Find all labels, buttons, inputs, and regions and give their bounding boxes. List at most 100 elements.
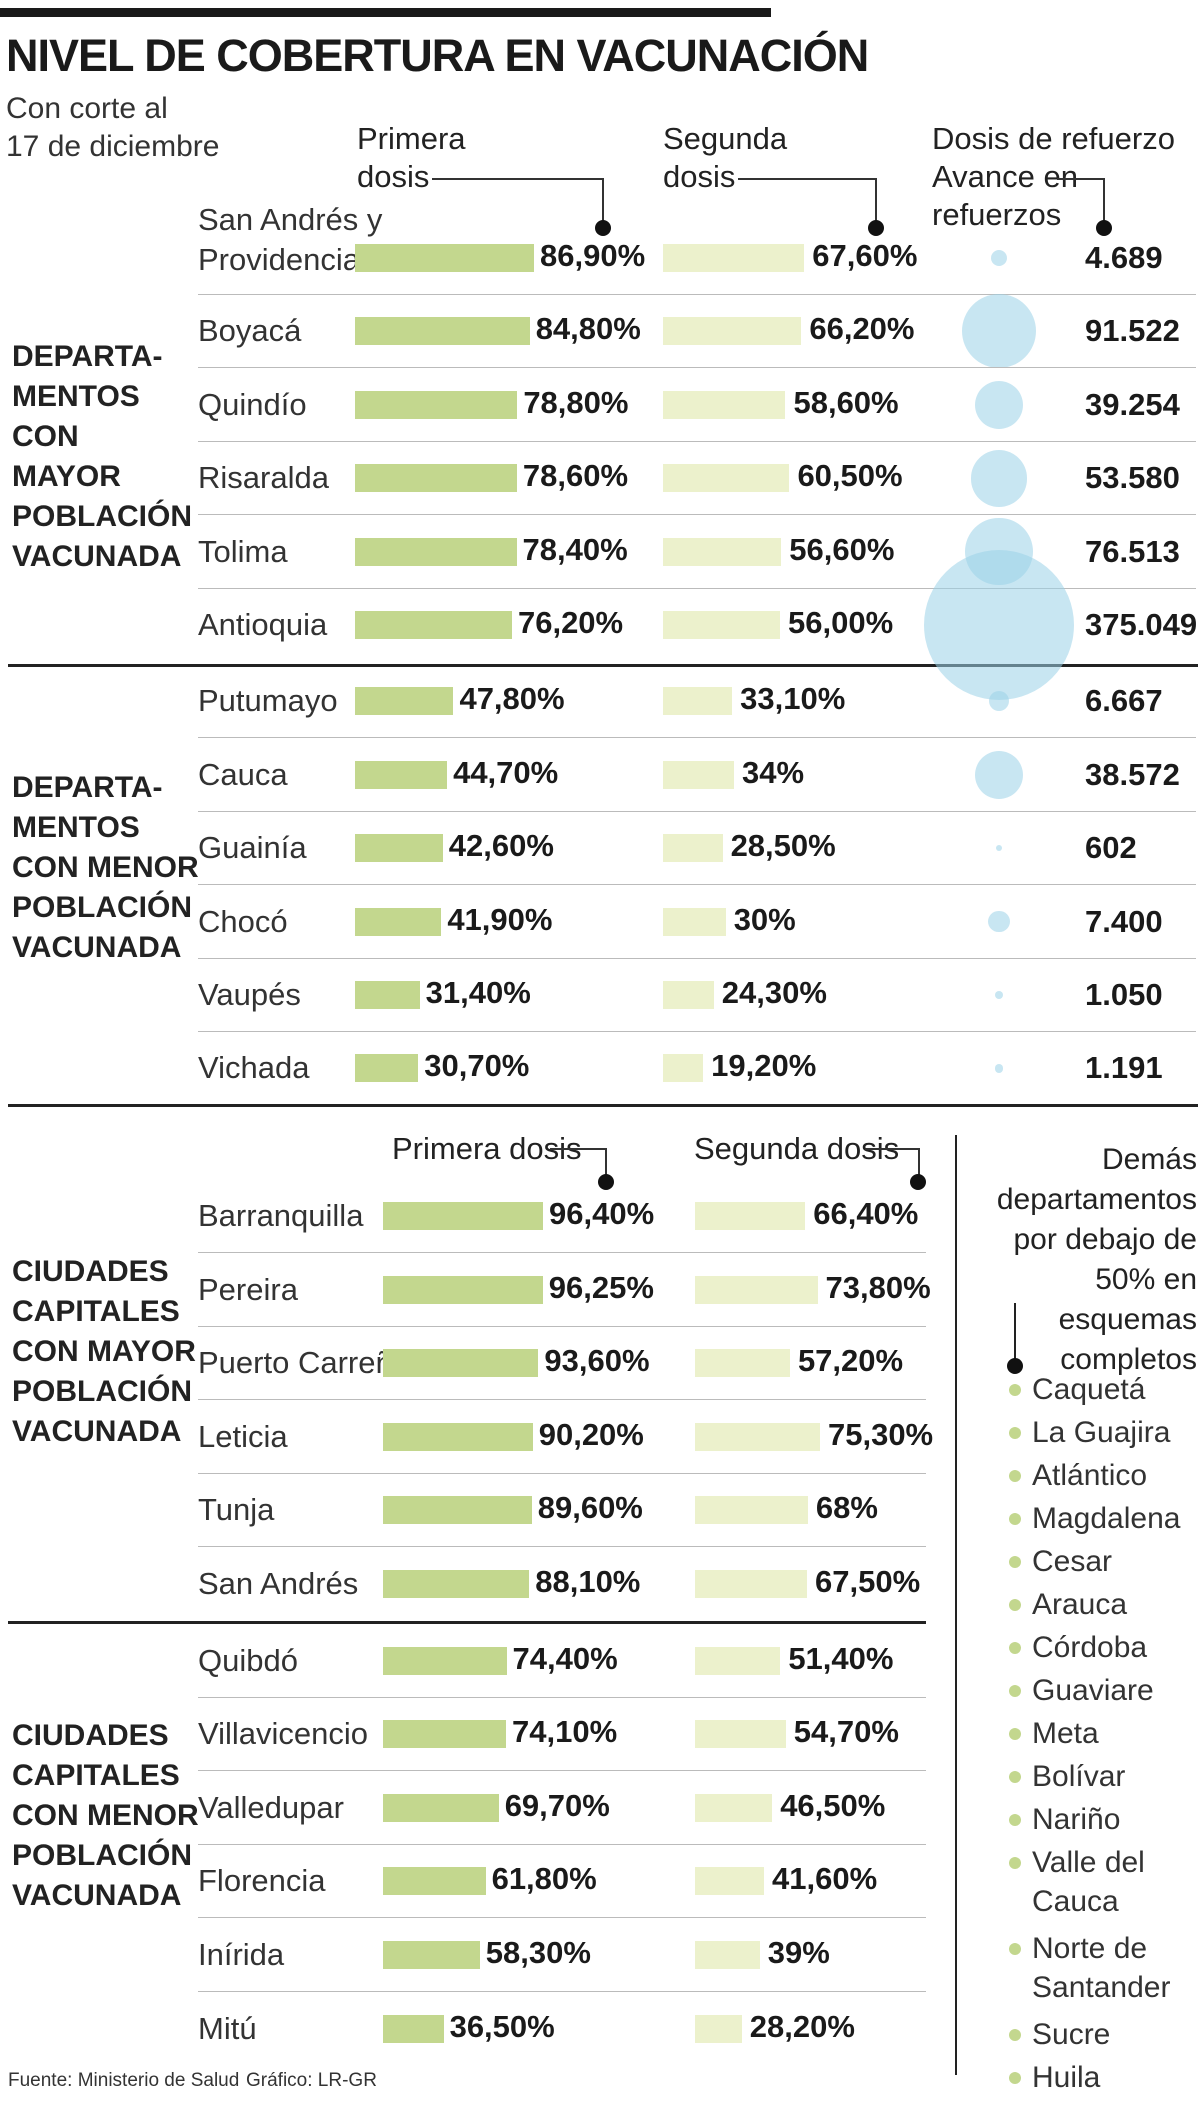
bar-segunda-dosis [695,1422,820,1451]
value-refuerzo: 4.689 [1085,240,1163,275]
value-primera-dosis: 88,10% [535,1564,641,1599]
value-primera-dosis: 58,30% [485,1935,591,1970]
category-label-line: Vaupés [198,977,301,1012]
row-divider [198,1252,926,1253]
category-label: Tunja [198,1492,275,1528]
value-primera-dosis: 76,20% [517,605,624,640]
bubble-refuerzo [924,550,1074,700]
sidebar-bullet [1009,1384,1021,1396]
row-divider [198,1770,926,1772]
value-primera-dosis: 96,40% [549,1196,655,1231]
sidebar-item-line: Magdalena [1032,1502,1181,1535]
group-line: VACUNADA [12,540,182,573]
group-line: DEPARTA- [12,340,163,373]
group-line: VACUNADA [12,931,182,964]
header-refuerzo: Dosis de refuerzo Avance en refuerzos [932,120,1175,234]
value-refuerzo: 1.191 [1085,1050,1163,1086]
bar-primera-dosis [355,390,518,419]
value-primera-dosis: 84,80% [535,311,641,347]
header-connector [1057,178,1105,224]
group-line: VACUNADA [12,1879,182,1912]
category-label-line: Putumayo [198,683,338,719]
chart-subtitle: Con corte al 17 de diciembre [6,90,219,166]
value-primera-dosis: 96,25% [548,1269,654,1305]
group-label-cap-mayor: CIUDADES CAPITALES CON MAYOR POBLACIÓN V… [12,1252,196,1452]
bar-segunda-dosis [663,687,733,716]
header-connector [550,1148,607,1178]
group-line: VACUNADA [12,1415,182,1448]
header-segunda-dosis-ciudades: Segunda dosis [694,1131,900,1166]
sidebar-dot [1007,1358,1023,1374]
value-segunda-dosis: 46,50% [780,1787,886,1823]
sidebar-item: Bolívar [1032,1757,1125,1796]
category-label-line: San Andrés y [198,202,383,237]
category-label: Boyacá [198,311,301,351]
value-primera-dosis: 78,40% [522,531,628,567]
bar-primera-dosis [383,1496,532,1525]
category-label-line: Cauca [198,756,288,792]
row-divider [198,587,1196,589]
row-divider [198,1031,1196,1032]
row-divider [198,884,1196,886]
value-primera-dosis: 30,70% [424,1048,530,1084]
category-label: Cauca [198,755,288,795]
sidebar-item: Córdoba [1032,1628,1147,1667]
value-segunda-dosis: 24,30% [721,975,827,1010]
category-label: Tolima [198,532,288,572]
bar-segunda-dosis [663,981,714,1009]
sidebar-item-line: Cesar [1032,1545,1113,1578]
bar-segunda-dosis [663,611,781,639]
value-refuerzo: 7.400 [1085,903,1163,939]
category-label-line: Guainía [198,830,307,866]
group-label-dep-menor: DEPARTA- MENTOS CON MENOR POBLACIÓN VACU… [12,768,199,968]
sidebar-item-line: Nariño [1032,1803,1121,1836]
bar-primera-dosis [383,2014,444,2043]
row-divider [198,1399,926,1401]
value-segunda-dosis: 66,20% [809,311,915,347]
category-label: Putumayo [198,681,338,721]
bubble-refuerzo [970,449,1028,507]
header-line: dosis [357,159,430,194]
header-dot [868,220,884,236]
group-line: CON MENOR [12,1799,199,1832]
bar-segunda-dosis [663,390,786,419]
group-line: POBLACIÓN [12,500,192,533]
group-line: POBLACIÓN [12,1375,192,1408]
bar-primera-dosis [383,1570,530,1598]
bubble-refuerzo [988,911,1010,933]
category-label: Risaralda [198,458,329,498]
category-label: San Andrés y Providencia [198,200,382,280]
value-primera-dosis: 36,50% [449,2008,555,2044]
value-segunda-dosis: 73,80% [825,1269,931,1305]
header-dot [598,1174,614,1190]
value-primera-dosis: 78,80% [523,384,629,420]
category-label: Quindío [198,385,307,425]
value-segunda-dosis: 57,20% [797,1343,904,1379]
sidebar-item: Arauca [1032,1585,1127,1624]
value-segunda-dosis: 30% [733,901,796,937]
value-refuerzo: 602 [1085,830,1137,866]
bubble-refuerzo [989,691,1009,712]
row-divider [198,1325,926,1327]
row-divider [198,1917,926,1919]
bar-primera-dosis [355,317,530,346]
bar-primera-dosis [355,1054,419,1083]
value-primera-dosis: 78,60% [522,458,629,494]
value-segunda-dosis: 58,60% [793,384,899,420]
group-line: MENTOS [12,811,140,844]
row-divider [198,514,1196,516]
sidebar-heading-line: por debajo de [1013,1223,1198,1256]
bar-primera-dosis [355,537,517,566]
category-label: Antioquia [198,605,327,645]
sidebar-item-line: Cauca [1032,1885,1119,1918]
sidebar-item: Nariño [1032,1800,1120,1839]
bar-segunda-dosis [695,1275,818,1304]
group-line: POBLACIÓN [12,1839,192,1872]
bar-segunda-dosis [663,1054,704,1083]
sidebar-divider [955,1135,957,2075]
value-segunda-dosis: 41,60% [772,1861,878,1897]
category-label: Quibdó [198,1642,298,1678]
bar-primera-dosis [355,760,448,789]
sidebar-item-line: Guaviare [1032,1674,1154,1707]
category-label: Guainía [198,828,307,868]
